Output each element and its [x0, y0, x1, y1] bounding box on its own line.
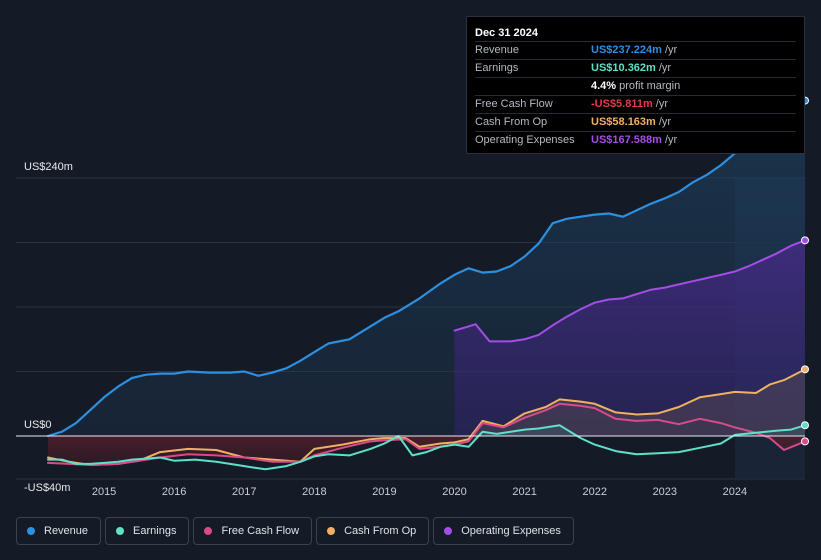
y-axis-labels: US$240m US$0 -US$40m	[24, 161, 73, 494]
x-axis-ticks: 2015 2016 2017 2018 2019 2020 2021 2022 2023 2024	[92, 486, 747, 498]
free-cash-flow-end-dot[interactable]	[801, 437, 809, 446]
x-axis-tick-label: 2020	[442, 486, 466, 498]
legend-item-operating-expenses[interactable]: Operating Expenses	[433, 517, 574, 545]
tooltip-row-label: Cash From Op	[475, 116, 548, 128]
legend-label: Operating Expenses	[461, 525, 561, 537]
x-axis-tick-label: 2017	[232, 486, 256, 498]
legend-dot-icon	[444, 527, 453, 535]
legend-dot-icon	[27, 527, 35, 535]
revenue-line	[46, 99, 807, 438]
y-axis-label: US$240m	[24, 161, 73, 173]
tooltip-row-value: US$58.163m	[591, 116, 656, 128]
tooltip-row-label	[475, 78, 591, 95]
tooltip-row: 4.4% profit margin	[475, 77, 796, 95]
operating-expenses-end-dot[interactable]	[801, 236, 809, 245]
tooltip-row-label: Earnings	[475, 62, 519, 74]
tooltip-row-unit: /yr	[655, 98, 668, 110]
tooltip-row-label: Free Cash Flow	[475, 98, 553, 110]
earnings-end-dot[interactable]	[801, 421, 809, 430]
legend-label: Revenue	[44, 525, 89, 537]
tooltip-row-value: US$10.362m	[591, 62, 656, 74]
tooltip-row-value: 4.4%	[591, 80, 617, 92]
tooltip-row-unit: /yr	[658, 62, 672, 74]
tooltip-row: Free Cash Flow -US$5.811m/yr	[475, 95, 796, 113]
legend-label: Cash From Op	[344, 525, 417, 537]
legend-label: Earnings	[133, 525, 177, 537]
x-axis-tick-label: 2018	[302, 486, 326, 498]
x-axis-tick-label: 2022	[582, 486, 606, 498]
tooltip-row: Cash From Op US$58.163m/yr	[475, 113, 796, 131]
tooltip-row-unit: profit margin	[619, 80, 681, 92]
tooltip-row-unit: /yr	[664, 134, 678, 146]
earnings-line	[47, 424, 806, 471]
cash-from-op-line	[47, 368, 806, 466]
legend-dot-icon	[327, 527, 336, 535]
y-axis-label: US$0	[24, 419, 52, 431]
x-axis-tick-label: 2024	[723, 486, 747, 498]
legend-dot-icon	[116, 527, 125, 535]
tooltip-row-unit: /yr	[658, 116, 672, 128]
tooltip-row-value: US$237.224m	[591, 44, 662, 56]
tooltip-row-value: -US$5.811m	[591, 98, 653, 110]
free-cash-flow-line	[47, 402, 806, 466]
legend-item-cash-from-op[interactable]: Cash From Op	[316, 517, 430, 545]
series-lines	[46, 99, 807, 471]
tooltip-date: Dec 31 2024	[475, 27, 538, 39]
tooltip-row: Operating Expenses US$167.588m/yr	[475, 131, 796, 149]
legend-item-revenue[interactable]: Revenue	[16, 517, 102, 545]
legend-dot-icon	[204, 527, 213, 535]
legend-item-free-cash-flow[interactable]: Free Cash Flow	[193, 517, 313, 545]
tooltip-row-label: Operating Expenses	[475, 134, 575, 146]
series-areas	[48, 100, 805, 465]
x-axis-tick-label: 2015	[92, 486, 116, 498]
cash-from-op-end-dot[interactable]	[801, 365, 809, 374]
data-tooltip: Dec 31 2024 Revenue US$237.224m/yr Earning…	[466, 16, 805, 154]
operating-expenses-area	[454, 240, 805, 436]
x-axis-tick-label: 2019	[372, 486, 396, 498]
x-axis-tick-label: 2023	[653, 486, 677, 498]
y-axis-label: -US$40m	[24, 482, 70, 494]
x-axis-tick-label: 2016	[162, 486, 186, 498]
tooltip-row: Revenue US$237.224m/yr	[475, 41, 796, 59]
legend-item-earnings[interactable]: Earnings	[105, 517, 190, 545]
tooltip-row-label: Revenue	[475, 44, 520, 56]
chart-legend: Revenue Earnings Free Cash Flow Cash From O…	[16, 517, 574, 545]
tooltip-row: Earnings US$10.362m/yr	[475, 59, 796, 77]
x-axis-tick-label: 2021	[512, 486, 536, 498]
tooltip-row-value: US$167.588m	[591, 134, 662, 146]
operating-expenses-line	[453, 239, 806, 343]
negative-cash-area	[48, 436, 805, 465]
legend-label: Free Cash Flow	[221, 525, 300, 537]
tooltip-row-unit: /yr	[664, 44, 678, 56]
